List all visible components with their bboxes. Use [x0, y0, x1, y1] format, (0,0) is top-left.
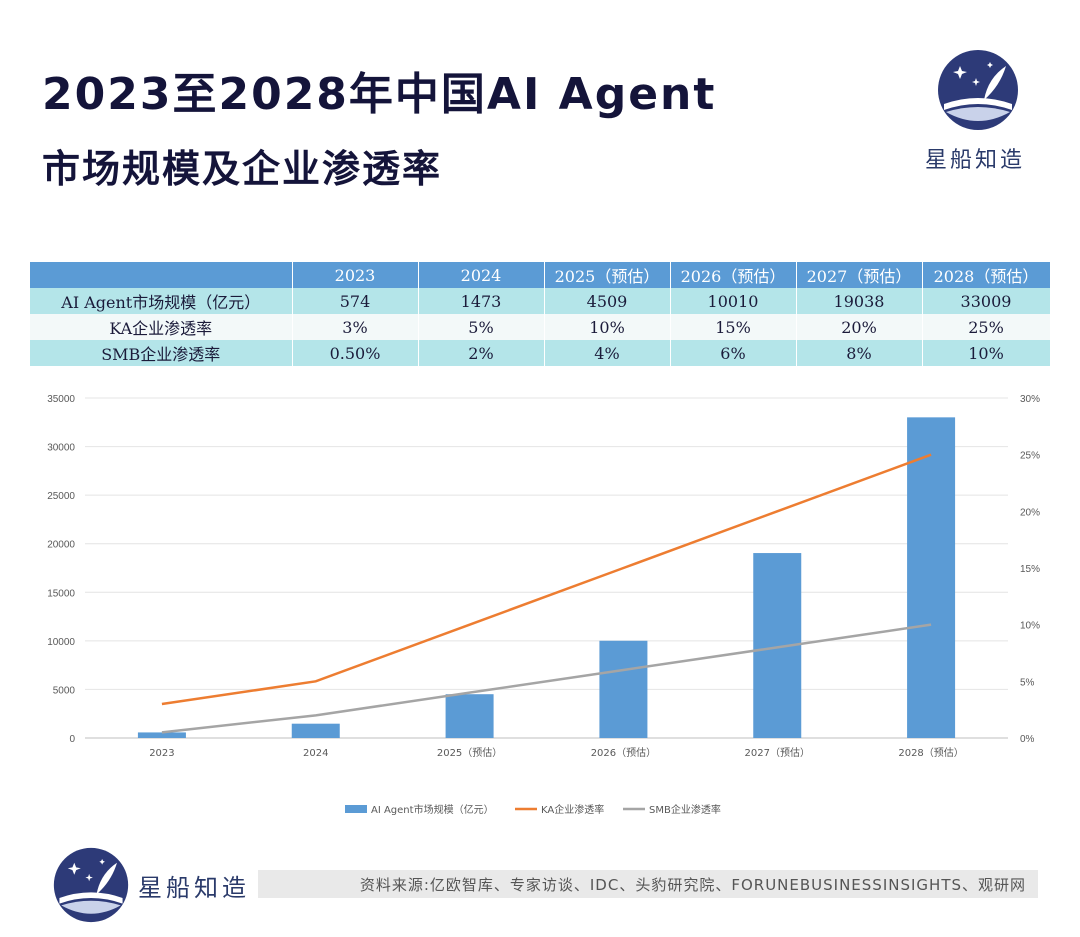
- legend-label: KA企业渗透率: [541, 803, 604, 816]
- page-title-line-1: 2023至2028年中国AI Agent: [42, 69, 717, 120]
- table-cell: 19038: [796, 288, 923, 314]
- table-cell: 3%: [292, 314, 419, 340]
- y-left-tick-label: 25000: [47, 491, 75, 502]
- table-cell: 10010: [670, 288, 797, 314]
- table-cell: KA企业渗透率: [30, 314, 293, 340]
- series-line: [161, 623, 932, 734]
- table-header-cell: 2024: [418, 262, 545, 288]
- table-header-cell: 2028（预估）: [922, 262, 1051, 288]
- table-cell: 15%: [670, 314, 797, 340]
- table-header-cell: 2027（预估）: [796, 262, 923, 288]
- x-tick-label: 2024: [303, 748, 328, 759]
- bar: [599, 640, 648, 738]
- table-header-cell: 2026（预估）: [670, 262, 797, 288]
- x-tick-label: 2025（预估）: [437, 746, 502, 759]
- y-left-tick-label: 30000: [47, 443, 75, 454]
- y-left-tick-label: 20000: [47, 540, 75, 551]
- table-cell: 25%: [922, 314, 1051, 340]
- page-title-line-2: 市场规模及企业渗透率: [42, 147, 443, 191]
- table-header-cell: 2023: [292, 262, 419, 288]
- y-left-tick-label: 35000: [47, 394, 75, 405]
- y-right-tick-label: 30%: [1020, 394, 1040, 405]
- y-right-tick-label: 20%: [1020, 507, 1040, 518]
- bar: [907, 417, 956, 738]
- bar: [291, 723, 340, 738]
- table-cell: AI Agent市场规模（亿元）: [30, 288, 293, 314]
- table-cell: 20%: [796, 314, 923, 340]
- table-row: KA企业渗透率 3% 5% 10% 15% 20% 25%: [30, 314, 1051, 340]
- table-header-cell: 2025（预估）: [544, 262, 671, 288]
- legend-label: AI Agent市场规模（亿元）: [371, 803, 494, 816]
- bar: [445, 694, 494, 738]
- y-right-tick-label: 0%: [1020, 734, 1035, 745]
- table-cell: 1473: [418, 288, 545, 314]
- table-cell: 33009: [922, 288, 1051, 314]
- ship-logo-icon: [938, 50, 1018, 130]
- y-left-tick-label: 0: [69, 734, 75, 745]
- table-cell: 8%: [796, 340, 923, 366]
- table-cell: 2%: [418, 340, 545, 366]
- combo-chart: 0 5000 10000 15000 20000 25000 30000 35000 0% 5% 1…: [47, 394, 1040, 816]
- table-cell: 10%: [544, 314, 671, 340]
- y-right-tick-label: 15%: [1020, 564, 1040, 575]
- y-left-tick-label: 5000: [53, 685, 76, 696]
- table-cell: 4509: [544, 288, 671, 314]
- table-cell: 4%: [544, 340, 671, 366]
- source-bar: 资料来源:亿欧智库、专家访谈、IDC、头豹研究院、FORUNEBUSINESSI…: [258, 870, 1038, 898]
- y-right-tick-label: 5%: [1020, 677, 1035, 688]
- table-cell: 6%: [670, 340, 797, 366]
- x-tick-label: 2027（预估）: [745, 746, 810, 759]
- table-row: AI Agent市场规模（亿元） 574 1473 4509 10010 190…: [30, 288, 1051, 314]
- table-cell: 0.50%: [292, 340, 419, 366]
- y-right-tick-label: 10%: [1020, 621, 1040, 632]
- table-cell: 574: [292, 288, 419, 314]
- source-note: 资料来源:亿欧智库、专家访谈、IDC、头豹研究院、FORUNEBUSINESSI…: [359, 876, 1026, 894]
- table-cell: SMB企业渗透率: [30, 340, 293, 366]
- x-tick-label: 2026（预估）: [591, 746, 656, 759]
- data-table: 2023 2024 2025（预估） 2026（预估） 2027（预估） 202…: [30, 262, 1051, 366]
- brand-name: 星船知造: [924, 148, 1025, 173]
- series-line: [161, 453, 932, 706]
- table-row: SMB企业渗透率 0.50% 2% 4% 6% 8% 10%: [30, 340, 1051, 366]
- legend-label: SMB企业渗透率: [649, 803, 721, 816]
- x-tick-label: 2023: [149, 748, 174, 759]
- x-tick-label: 2028（预估）: [898, 746, 963, 759]
- y-left-tick-label: 15000: [47, 588, 75, 599]
- table-header-row: 2023 2024 2025（预估） 2026（预估） 2027（预估） 202…: [30, 262, 1051, 288]
- bar: [137, 732, 186, 738]
- footer-brand-name: 星船知造: [138, 874, 250, 902]
- legend-swatch: [345, 805, 367, 813]
- y-left-tick-label: 10000: [47, 637, 75, 648]
- table-cell: 10%: [922, 340, 1051, 366]
- ship-logo-icon: [53, 847, 129, 923]
- table-header-cell: [30, 262, 293, 288]
- table-cell: 5%: [418, 314, 545, 340]
- y-right-tick-label: 25%: [1020, 451, 1040, 462]
